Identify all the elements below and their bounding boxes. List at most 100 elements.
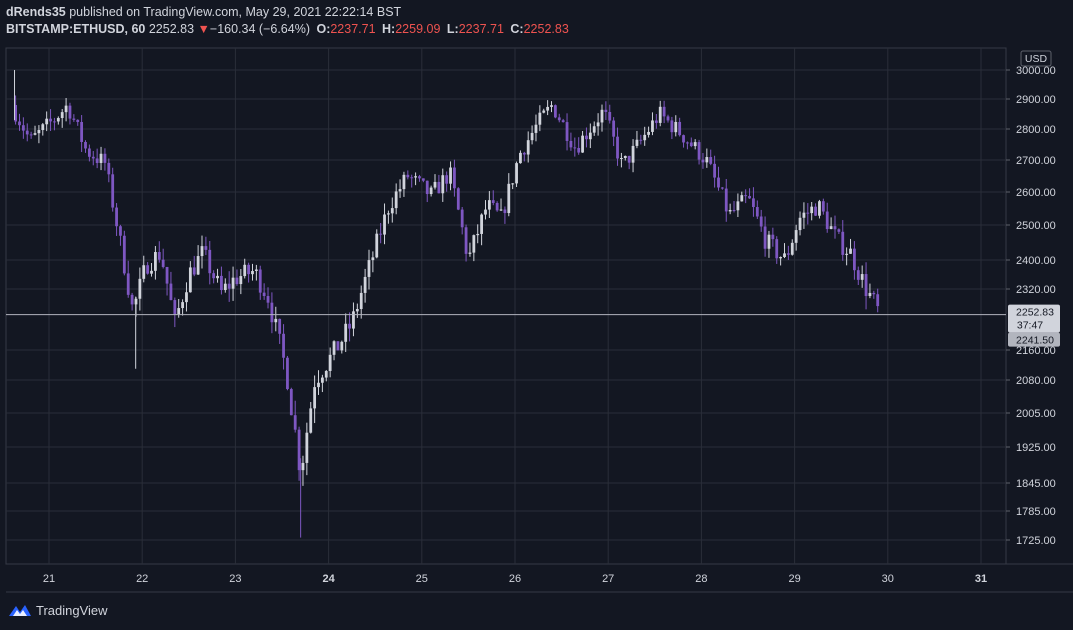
last-price-tag — [1008, 304, 1060, 333]
candle-body — [763, 226, 767, 249]
symbol-label[interactable]: BITSTAMP:ETHUSD, 60 — [6, 22, 146, 36]
candle-body — [542, 110, 546, 113]
candle-body — [262, 292, 266, 297]
x-tick-label: 24 — [322, 573, 335, 585]
candle-body — [103, 153, 107, 163]
candle-body — [146, 265, 150, 274]
candle-body — [437, 181, 441, 194]
candle-body — [833, 226, 837, 230]
candle-body — [581, 135, 584, 153]
candle-body — [243, 264, 247, 277]
candle-body — [212, 273, 216, 279]
candle-body — [464, 227, 468, 254]
candle-body — [99, 153, 103, 163]
candle-body — [538, 112, 542, 125]
x-tick-label: 21 — [43, 573, 55, 585]
footer-brand[interactable]: TradingView — [8, 602, 108, 618]
candle-body — [45, 118, 49, 125]
candle-body — [192, 267, 196, 275]
candle-body — [686, 142, 689, 144]
x-tick-label: 28 — [695, 573, 707, 585]
candle-body — [84, 141, 87, 149]
candle-body — [678, 121, 682, 136]
candle-body — [856, 270, 860, 280]
y-tick-label: 1725.00 — [1016, 535, 1056, 547]
candle-body — [526, 140, 530, 155]
candle-body — [790, 242, 794, 255]
y-tick-label: 2320.00 — [1016, 284, 1056, 296]
candle-body — [414, 176, 417, 178]
candle-body — [635, 139, 639, 146]
candle-body — [627, 155, 631, 163]
candle-body — [445, 175, 449, 184]
candle-body — [115, 207, 118, 227]
candle-body — [662, 106, 666, 117]
x-tick-label: 26 — [509, 573, 521, 585]
candle-body — [577, 147, 581, 153]
candle-body — [56, 118, 60, 122]
candle-body — [515, 163, 518, 184]
candle-body — [612, 120, 616, 137]
candle-body — [592, 126, 596, 133]
y-tick-label: 2900.00 — [1016, 94, 1056, 106]
candle-body — [786, 253, 790, 255]
candle-body — [367, 260, 371, 277]
y-tick-label: 2800.00 — [1016, 124, 1056, 136]
candle-body — [14, 105, 18, 122]
candle-body — [425, 180, 429, 195]
candle-body — [363, 276, 367, 293]
candle-body — [161, 259, 165, 267]
y-tick-label: 2400.00 — [1016, 255, 1056, 267]
candle-body — [658, 106, 662, 123]
candle-body — [60, 112, 64, 119]
candle-body — [216, 275, 219, 279]
candle-body — [674, 121, 678, 133]
candle-body — [732, 209, 736, 211]
candle-body — [519, 152, 522, 164]
symbol-info: BITSTAMP:ETHUSD, 60 2252.83 ▼−160.34 (−6… — [6, 21, 569, 38]
candle-body — [779, 257, 783, 259]
candle-body — [177, 308, 181, 315]
close-value: 2252.83 — [523, 22, 569, 36]
candles-group — [14, 70, 880, 538]
candle-body — [717, 177, 720, 188]
x-tick-label: 30 — [882, 573, 894, 585]
candle-body — [740, 195, 744, 202]
y-tick-label: 2005.00 — [1016, 408, 1056, 420]
candle-body — [25, 130, 29, 135]
candle-body — [724, 188, 728, 212]
candle-body — [468, 252, 472, 254]
candle-body — [324, 371, 328, 378]
candle-body — [402, 174, 406, 190]
candle-body — [495, 202, 499, 211]
candle-body — [254, 269, 258, 272]
high-value: 2259.09 — [395, 22, 441, 36]
candle-body — [752, 198, 755, 208]
candle-body — [534, 124, 538, 133]
candle-body — [289, 389, 293, 416]
candle-body — [305, 432, 309, 463]
candle-body — [600, 109, 604, 123]
candle-body — [76, 119, 80, 123]
candle-body — [585, 135, 588, 140]
candle-body — [80, 122, 84, 142]
candle-body — [433, 181, 437, 188]
candle-body — [682, 135, 685, 143]
candle-body — [223, 283, 227, 291]
author-name[interactable]: dRends35 — [6, 5, 66, 19]
candle-body — [608, 111, 612, 121]
open-label: O: — [316, 22, 331, 36]
candle-body — [499, 209, 503, 211]
candle-body — [767, 234, 771, 249]
last-price-label: 2252.83 — [1016, 307, 1054, 319]
y-tick-label: 2080.00 — [1016, 375, 1056, 387]
x-tick-label: 22 — [136, 573, 148, 585]
candle-body — [340, 341, 344, 351]
candle-body — [864, 274, 868, 297]
candle-body — [309, 408, 313, 433]
candle-body — [480, 214, 484, 234]
candle-body — [418, 176, 421, 179]
currency-label: USD — [1025, 53, 1048, 65]
close-label: C: — [510, 22, 524, 36]
